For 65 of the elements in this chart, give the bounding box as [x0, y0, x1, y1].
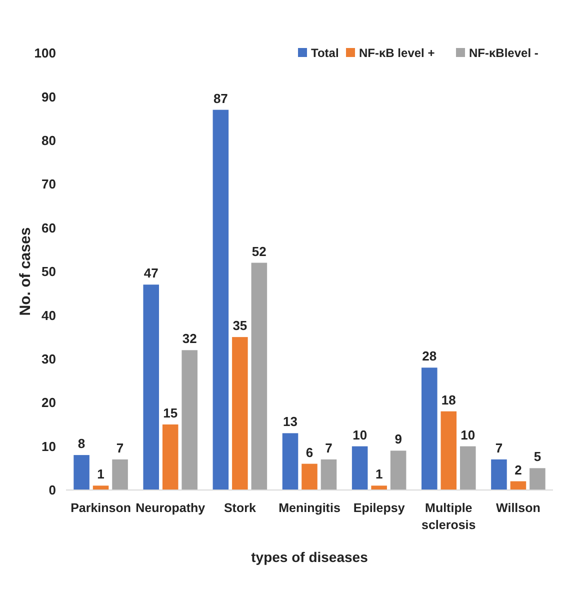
y-tick-label: 60 [42, 220, 56, 236]
legend-label: NF-κBlevel - [469, 46, 538, 60]
bar [320, 459, 337, 490]
data-label: 5 [534, 449, 542, 464]
data-label: 1 [375, 466, 383, 482]
x-axis-title: types of diseases [251, 549, 368, 565]
y-tick-label: 0 [48, 482, 56, 498]
bar [530, 468, 546, 490]
data-label: 15 [163, 405, 178, 420]
data-label: 87 [213, 90, 228, 106]
data-label: 7 [495, 440, 503, 456]
bar [282, 433, 298, 490]
data-label: 8 [78, 436, 86, 452]
data-label: 28 [422, 348, 437, 364]
data-label: 13 [283, 414, 298, 430]
data-label: 6 [306, 444, 314, 460]
bar [371, 486, 387, 490]
x-tick-label: Parkinson [70, 501, 132, 515]
legend-label: NF-κB level + [359, 46, 435, 60]
data-label: 7 [325, 440, 332, 456]
y-tick-label: 10 [42, 438, 56, 454]
bar [162, 424, 178, 490]
y-tick-label: 30 [42, 351, 56, 366]
y-tick-label: 100 [34, 46, 56, 61]
x-tick-label: Multiple sclerosis [422, 501, 476, 532]
y-tick-label: 70 [42, 176, 56, 192]
x-tick-label: Meningitis [278, 501, 340, 515]
bar [182, 350, 198, 490]
bar [92, 486, 109, 490]
x-tick-label: Stork [224, 501, 256, 515]
bar [232, 337, 248, 490]
bar [440, 411, 457, 490]
y-tick-label: 80 [42, 132, 56, 148]
bar [491, 459, 507, 490]
bar [510, 481, 526, 490]
data-label: 10 [460, 427, 476, 442]
x-tick-label: Epilepsy [353, 501, 405, 515]
bar [212, 110, 229, 490]
data-label: 47 [144, 266, 158, 281]
data-label: 35 [232, 318, 248, 334]
bar [422, 368, 438, 490]
y-tick-label: 50 [42, 264, 56, 280]
data-label: 32 [182, 331, 197, 346]
data-label: 7 [116, 440, 124, 456]
data-label: 10 [352, 427, 368, 442]
data-label: 2 [514, 462, 522, 478]
x-tick-label: Willson [496, 501, 540, 515]
data-label: 52 [252, 244, 266, 259]
data-label: 18 [441, 392, 456, 408]
bar [112, 459, 128, 490]
data-label: 9 [394, 432, 402, 447]
y-tick-label: 40 [42, 308, 56, 323]
legend-label: Total [311, 46, 339, 60]
bar [390, 450, 406, 490]
bar [352, 446, 368, 490]
x-tick-label: Neuropathy [136, 501, 206, 515]
bar [143, 284, 160, 490]
bar [460, 446, 476, 490]
y-tick-label: 90 [42, 89, 56, 104]
bar [74, 455, 90, 490]
y-tick-label: 20 [42, 395, 56, 410]
data-label: 1 [97, 466, 104, 482]
bar [251, 262, 268, 490]
bar [302, 464, 318, 490]
y-axis-title: No. of cases [17, 227, 34, 316]
